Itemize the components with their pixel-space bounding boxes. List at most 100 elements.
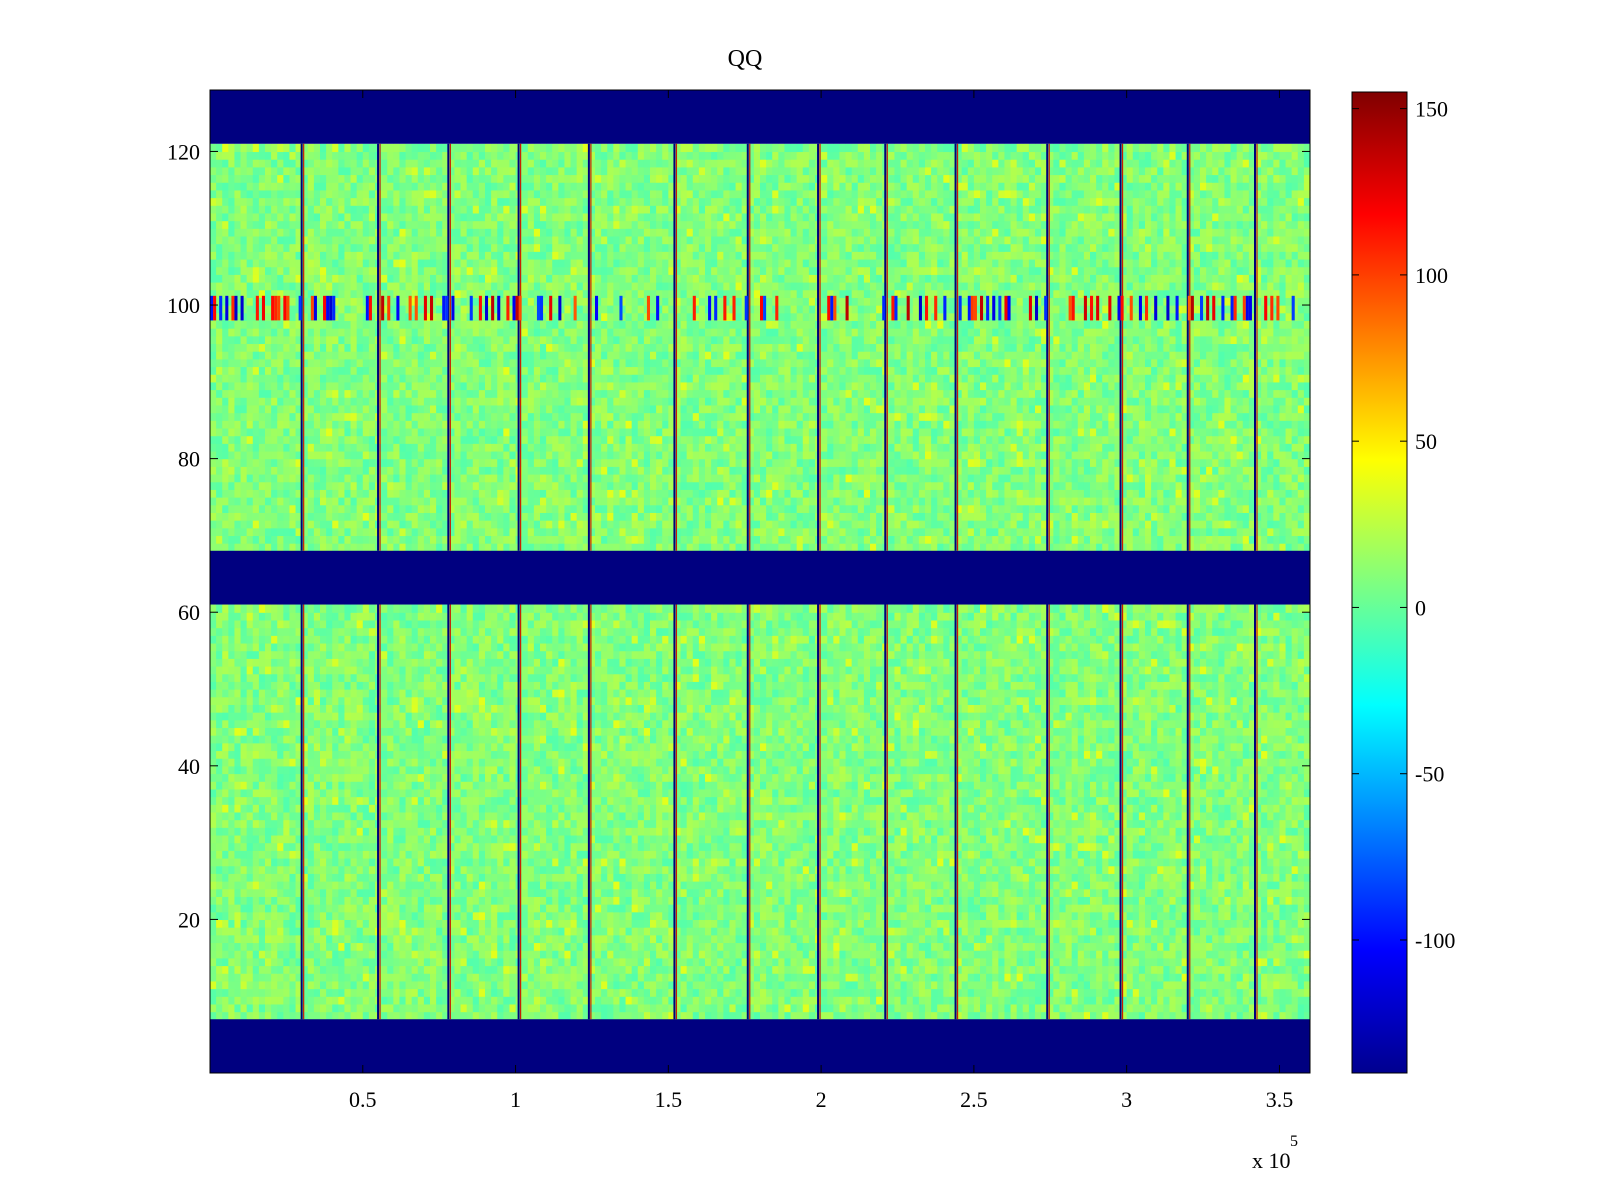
heatmap-cell: [894, 366, 902, 375]
heatmap-cell: [967, 443, 975, 452]
heatmap-cell: [503, 374, 511, 383]
heatmap-cell: [613, 389, 621, 398]
heatmap-cell: [430, 497, 437, 506]
heatmap-cell: [680, 458, 688, 467]
heatmap-cell: [1059, 366, 1067, 375]
heatmap-cell: [1303, 504, 1311, 513]
heatmap-cell: [857, 389, 865, 398]
heatmap-cell: [546, 412, 553, 421]
heatmap-cell: [1242, 504, 1250, 513]
heatmap-cell: [680, 435, 688, 444]
heatmap-cell: [436, 351, 443, 360]
heatmap-cell: [931, 374, 938, 383]
heatmap-cell: [558, 351, 566, 360]
heatmap-cell: [839, 450, 847, 460]
heatmap-cell: [998, 381, 1006, 391]
heatmap-cell: [870, 535, 877, 544]
heatmap-cell: [845, 443, 853, 452]
heatmap-cell: [234, 443, 242, 452]
heatmap-cell: [491, 412, 498, 421]
heatmap-cell: [650, 481, 657, 490]
heatmap-cell: [1004, 366, 1012, 375]
heatmap-cell: [1041, 412, 1048, 421]
heatmap-cell: [313, 435, 321, 444]
heatmap-cell: [222, 427, 229, 437]
heatmap-cell: [582, 520, 590, 529]
heatmap-cell: [1248, 343, 1256, 352]
heatmap-cell: [570, 381, 578, 391]
heatmap-cell: [698, 481, 706, 490]
heatmap-cell: [295, 358, 303, 368]
heatmap-cell: [387, 381, 394, 391]
heatmap-cell: [1065, 343, 1073, 352]
heatmap-cell: [625, 543, 633, 552]
heatmap-cell: [1224, 397, 1232, 406]
heatmap-cell: [637, 397, 645, 406]
heatmap-cell: [301, 497, 309, 506]
heatmap-cell: [338, 381, 346, 391]
heatmap-cell: [1187, 358, 1195, 368]
heatmap-cell: [362, 520, 370, 529]
heatmap-cell: [729, 366, 737, 375]
heatmap-cell: [271, 504, 278, 513]
heatmap-cell: [552, 427, 559, 437]
heatmap-cell: [1004, 420, 1012, 429]
heatmap-cell: [1028, 443, 1036, 452]
heatmap-cell: [540, 343, 547, 352]
heatmap-cell: [772, 473, 779, 483]
heatmap-cell: [362, 466, 370, 475]
heatmap-cell: [1004, 404, 1012, 414]
heatmap-cell: [747, 343, 755, 352]
heatmap-cell: [729, 504, 737, 513]
heatmap-cell: [802, 458, 810, 467]
heatmap-cell: [368, 381, 376, 391]
heatmap-cell: [570, 450, 578, 460]
heatmap-cell: [1077, 435, 1085, 444]
heatmap-cell: [399, 481, 407, 490]
heatmap-cell: [1022, 412, 1030, 421]
heatmap-cell: [430, 481, 437, 490]
heatmap-cell: [1151, 435, 1158, 444]
heatmap-cell: [876, 351, 883, 360]
heatmap-cell: [313, 420, 321, 429]
heatmap-cell: [1120, 512, 1128, 521]
heatmap-cell: [368, 335, 376, 345]
heatmap-cell: [1261, 543, 1268, 552]
heatmap-cell: [1120, 420, 1128, 429]
heatmap-cell: [643, 481, 651, 490]
heatmap-cell: [576, 535, 584, 544]
heatmap-cell: [564, 489, 572, 498]
heatmap-cell: [277, 427, 284, 437]
heatmap-cell: [533, 397, 541, 406]
heatmap-cell: [289, 489, 297, 498]
heatmap-cell: [326, 512, 333, 521]
heatmap-cell: [216, 351, 223, 360]
heatmap-cell: [326, 497, 333, 506]
heatmap-cell: [619, 427, 627, 437]
heatmap-cell: [1151, 458, 1158, 467]
heatmap-cell: [1157, 427, 1164, 437]
heatmap-cell: [1187, 420, 1195, 429]
heatmap-cell: [1126, 527, 1134, 537]
heatmap-cell: [839, 397, 847, 406]
heatmap-cell: [802, 527, 810, 537]
heatmap-cell: [625, 351, 633, 360]
heatmap-cell: [827, 435, 834, 444]
heatmap-cell: [1193, 489, 1201, 498]
heatmap-cell: [1157, 512, 1164, 521]
heatmap-cell: [717, 389, 724, 398]
heatmap-cell: [680, 404, 688, 414]
heatmap-cell: [1200, 397, 1207, 406]
heatmap-cell: [601, 466, 608, 475]
heatmap-cell: [937, 335, 944, 345]
heatmap-cell: [961, 466, 969, 475]
heatmap-cell: [313, 343, 321, 352]
heatmap-cell: [943, 435, 951, 444]
heatmap-cell: [344, 458, 352, 467]
heatmap-cell: [1267, 381, 1274, 391]
heatmap-cell: [1126, 389, 1134, 398]
heatmap-cell: [1261, 535, 1268, 544]
heatmap-cell: [790, 527, 798, 537]
heatmap-cell: [430, 381, 437, 391]
heatmap-cell: [900, 443, 908, 452]
